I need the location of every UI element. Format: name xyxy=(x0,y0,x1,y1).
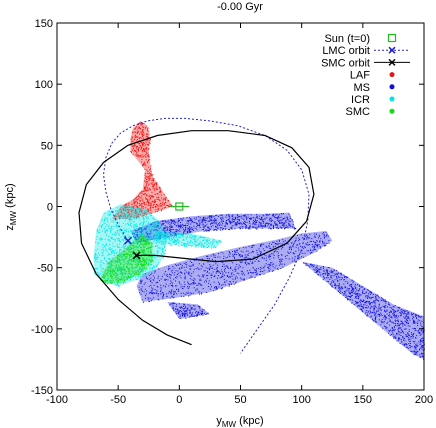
x-axis-label: yMW (kpc) xyxy=(216,415,263,428)
y-tick-label-100: 100 xyxy=(35,79,53,91)
current-position-markers xyxy=(123,202,190,260)
legend-symbol xyxy=(389,84,395,90)
lmc-current-marker xyxy=(123,236,132,245)
cloud-icr-region-1 xyxy=(154,231,223,249)
cloud-ms-dots-0 xyxy=(138,231,330,303)
cloud-ms-region-0 xyxy=(136,231,333,302)
legend-entry-laf: LAF xyxy=(350,70,395,82)
cloud-smc xyxy=(99,233,154,285)
x-axis-ticks: -100 -50 0 50 100 150 200 xyxy=(46,23,433,406)
y-tick-label--150: -150 xyxy=(31,385,53,397)
chart-title: -0.00 Gyr xyxy=(217,1,263,13)
x-tick-label-100: 100 xyxy=(292,394,310,406)
y-axis-ticks: -150 -100 -50 0 50 100 150 xyxy=(31,18,424,397)
y-tick-label-50: 50 xyxy=(41,140,53,152)
x-tick-label-150: 150 xyxy=(354,394,372,406)
cloud-icr-dots-0 xyxy=(94,205,167,287)
legend-entry-lmc-orbit: LMC orbit xyxy=(322,45,410,57)
legend-label: MS xyxy=(354,82,371,94)
x-tick-label-200: 200 xyxy=(415,394,433,406)
cloud-ms-dots-2 xyxy=(303,262,425,360)
cloud-ms-dots-3 xyxy=(169,302,209,319)
y-tick-label--100: -100 xyxy=(31,324,53,336)
x-tick-label-50: 50 xyxy=(234,394,246,406)
y-tick-label-0: 0 xyxy=(47,202,53,214)
legend-symbol xyxy=(387,33,397,43)
lmc-orbit-line xyxy=(102,117,310,354)
legend-symbol xyxy=(389,108,395,114)
legend-symbol xyxy=(389,96,395,102)
legend-entry-smc-orbit: SMC orbit xyxy=(321,57,410,69)
cloud-icr-dots-1 xyxy=(154,231,222,249)
smc-current-marker xyxy=(132,251,141,260)
legend-entry-ms: MS xyxy=(354,82,395,94)
x-tick-label-0: 0 xyxy=(176,394,182,406)
legend-label: LMC orbit xyxy=(322,45,370,57)
particle-clouds xyxy=(93,120,425,360)
cloud-laf xyxy=(112,120,174,220)
legend-label: ICR xyxy=(351,94,370,106)
y-tick-label-150: 150 xyxy=(35,18,53,30)
y-tick-label--50: -50 xyxy=(37,263,53,275)
legend-label: SMC orbit xyxy=(321,57,370,69)
cloud-smc-dots-0 xyxy=(100,235,154,285)
legend-entry-icr: ICR xyxy=(351,94,395,106)
legend-symbol xyxy=(389,72,395,78)
legend-label: SMC xyxy=(346,106,371,118)
legend-label: LAF xyxy=(350,70,370,82)
cloud-ms xyxy=(130,212,425,360)
x-tick-label--50: -50 xyxy=(110,394,126,406)
legend-label: Sun (t=0) xyxy=(324,33,370,45)
x-tick-label--100: -100 xyxy=(46,394,68,406)
cloud-ms-dots-1 xyxy=(132,213,297,244)
orbit-lines xyxy=(78,117,315,354)
y-axis-label: zMW (kpc) xyxy=(4,183,18,230)
legend-entry-sun-t-0: Sun (t=0) xyxy=(324,33,397,45)
smc-orbit-line xyxy=(78,130,315,346)
sun-marker xyxy=(169,202,190,211)
legend-entry-smc: SMC xyxy=(346,106,395,118)
